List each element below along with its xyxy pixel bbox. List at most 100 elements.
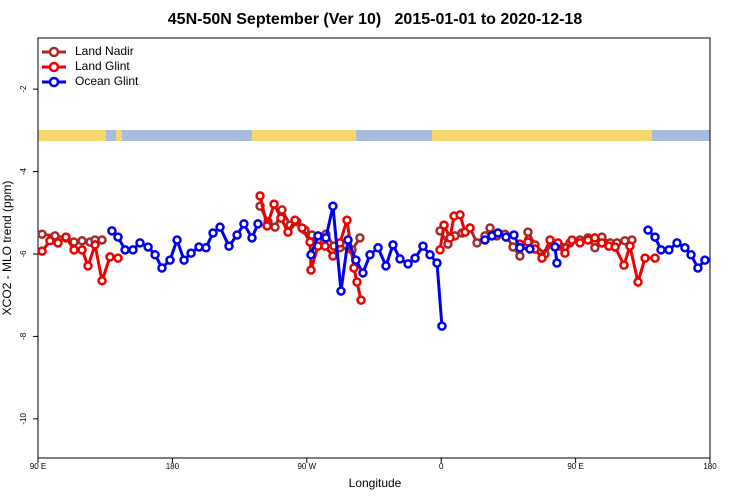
data-point <box>276 213 286 223</box>
data-point <box>113 253 123 263</box>
data-point <box>590 243 600 253</box>
x-tick-label: 180 <box>166 462 180 471</box>
data-point <box>455 210 465 220</box>
data-point <box>388 240 398 250</box>
data-point <box>165 255 175 265</box>
data-point <box>342 215 352 225</box>
data-point <box>365 250 375 260</box>
data-point <box>201 243 211 253</box>
data-point <box>437 321 447 331</box>
data-point <box>113 232 123 242</box>
data-point <box>525 244 535 254</box>
data-point <box>680 243 690 253</box>
legend-label: Land Glint <box>75 59 130 73</box>
data-point <box>501 232 511 242</box>
data-point <box>297 223 307 233</box>
data-point <box>445 233 455 243</box>
land-band <box>252 130 356 141</box>
data-point <box>590 233 600 243</box>
data-point <box>435 245 445 255</box>
data-point <box>255 191 265 201</box>
data-point <box>105 252 115 262</box>
y-axis-label: XCO2 - MLO trend (ppm) <box>0 181 14 316</box>
data-point <box>313 231 323 241</box>
data-point <box>552 258 562 268</box>
data-point <box>373 243 383 253</box>
data-point <box>305 237 315 247</box>
data-point <box>418 241 428 251</box>
data-point <box>37 246 47 256</box>
data-point <box>656 245 666 255</box>
data-point <box>77 245 87 255</box>
data-point <box>537 253 547 263</box>
x-axis-label: Longitude <box>349 476 402 490</box>
data-point <box>269 199 279 209</box>
data-point <box>172 235 182 245</box>
data-point <box>493 228 503 238</box>
data-point <box>432 258 442 268</box>
data-point <box>306 265 316 275</box>
data-point <box>523 227 533 237</box>
data-point <box>290 215 300 225</box>
data-point <box>410 253 420 263</box>
data-point <box>465 223 475 233</box>
data-point <box>270 222 280 232</box>
data-point <box>306 250 316 260</box>
land-band <box>432 130 652 141</box>
data-point <box>97 235 107 245</box>
legend-marker <box>48 76 60 88</box>
y-tick-label: -2 <box>19 85 28 93</box>
data-point <box>545 235 555 245</box>
data-point <box>619 260 629 270</box>
data-point <box>643 225 653 235</box>
legend-item: Ocean Glint <box>42 74 139 88</box>
legend-item: Land Glint <box>42 59 130 73</box>
data-point <box>395 254 405 264</box>
map-strip <box>38 130 710 141</box>
data-point <box>179 255 189 265</box>
data-point <box>224 241 234 251</box>
chart-title: 45N-50N September (Ver 10) 2015-01-01 to… <box>168 11 583 28</box>
legend-label: Land Nadir <box>75 44 134 58</box>
data-point <box>439 220 449 230</box>
legend-marker <box>48 61 60 73</box>
data-point <box>328 201 338 211</box>
data-point <box>351 255 361 265</box>
x-tick-label: 90 E <box>567 462 583 471</box>
data-point <box>610 242 620 252</box>
data-point <box>69 245 79 255</box>
data-point <box>53 238 63 248</box>
data-point <box>515 251 525 261</box>
data-point <box>83 261 93 271</box>
data-point <box>150 250 160 260</box>
data-point <box>650 232 660 242</box>
data-point <box>480 235 490 245</box>
data-point <box>328 251 338 261</box>
land-band <box>38 130 106 141</box>
data-point <box>403 259 413 269</box>
data-point <box>650 253 660 263</box>
data-point <box>90 240 100 250</box>
data-point <box>550 242 560 252</box>
data-point <box>208 228 218 238</box>
data-point <box>283 227 293 237</box>
data-point <box>262 221 272 231</box>
data-point <box>352 277 362 287</box>
data-point <box>633 277 643 287</box>
data-point <box>509 230 519 240</box>
data-point <box>575 238 585 248</box>
data-point <box>425 250 435 260</box>
data-point <box>157 263 167 273</box>
data-point <box>120 245 130 255</box>
data-point <box>472 238 482 248</box>
y-tick-label: -4 <box>19 167 28 175</box>
land-band <box>116 130 122 141</box>
data-point <box>135 238 145 248</box>
data-point <box>597 238 607 248</box>
legend-marker <box>48 46 60 58</box>
data-point <box>343 235 353 245</box>
data-point <box>381 261 391 271</box>
y-tick-label: -10 <box>19 413 28 425</box>
data-point <box>355 233 365 243</box>
